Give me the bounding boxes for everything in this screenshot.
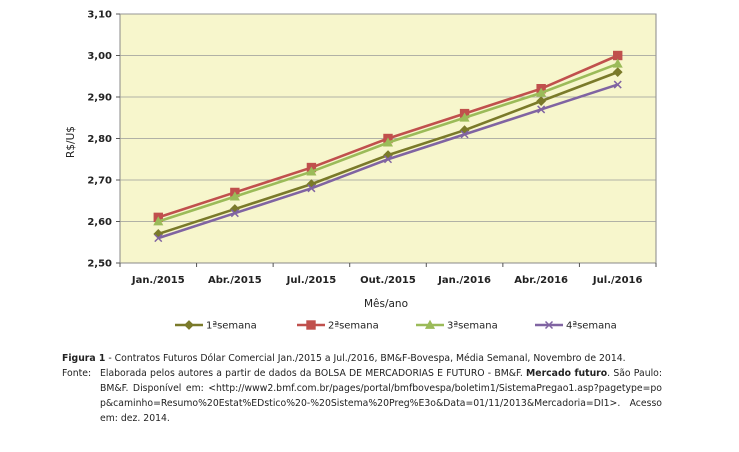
y-tick-label: 3,10	[87, 10, 112, 21]
legend-label: 2ªsemana	[328, 321, 379, 332]
series-3	[153, 58, 623, 226]
data-point	[383, 155, 393, 164]
data-point	[613, 80, 622, 89]
x-axis-label: Mês/ano	[364, 298, 408, 310]
y-tick-label: 2,60	[87, 217, 112, 228]
figure-text: - Contratos Futuros Dólar Comercial Jan.…	[105, 353, 626, 364]
data-point	[536, 87, 547, 97]
x-tick-label: Jul./2016	[592, 275, 643, 286]
source-text-part1: Elaborada pelos autores a partir de dado…	[100, 368, 527, 379]
legend-item: 1ªsemana	[175, 320, 257, 332]
source-bold-title: Mercado futuro	[526, 368, 608, 379]
data-point	[613, 50, 623, 61]
y-tick-label: 2,70	[87, 176, 112, 187]
y-tick-label: 3,00	[87, 51, 112, 62]
data-point	[424, 319, 436, 329]
data-point	[229, 191, 240, 201]
x-axis-ticks: Jan./2015 Abr./2015 Jul./2015 Out./2015 Jan.…	[119, 263, 657, 286]
legend: 1ªsemana 2ªsemana 3ªsemana 4ªsemana	[175, 319, 617, 332]
x-tick-label: Out./2015	[360, 275, 416, 286]
x-tick-label: Abr./2015	[208, 275, 262, 286]
y-tick-label: 2,90	[87, 93, 112, 104]
figure-label: Figura 1	[62, 353, 106, 364]
y-axis-label: R$/U$	[65, 126, 77, 158]
x-tick-label: Jan./2015	[131, 275, 185, 286]
legend-item: 4ªsemana	[535, 321, 617, 332]
y-tick-label: 2,80	[87, 134, 112, 145]
x-tick-label: Jan./2016	[437, 275, 491, 286]
data-point	[184, 320, 194, 330]
data-point	[537, 105, 546, 114]
legend-label: 3ªsemana	[447, 321, 498, 332]
data-point	[612, 67, 623, 78]
data-point	[459, 112, 470, 122]
data-point	[230, 209, 239, 218]
series-group	[153, 50, 623, 243]
source-text-part2: . São Paulo: BM&F. Disponível em: <http:…	[100, 368, 662, 424]
legend-label: 4ªsemana	[566, 321, 617, 332]
figure-caption: Figura 1 - Contratos Futuros Dólar Comer…	[62, 351, 662, 426]
legend-item: 3ªsemana	[416, 319, 498, 332]
y-tick-label: 2,50	[87, 259, 112, 270]
data-point	[306, 320, 316, 330]
data-point	[382, 137, 394, 147]
series-4	[154, 80, 622, 243]
data-point	[154, 234, 163, 243]
source-text: Elaborada pelos autores a partir de dado…	[100, 366, 662, 426]
data-point	[307, 184, 316, 193]
x-tick-label: Jul./2015	[286, 275, 337, 286]
data-point	[153, 216, 164, 226]
data-point	[544, 320, 554, 330]
data-point	[612, 58, 623, 68]
source-label: Fonte:	[62, 368, 92, 379]
legend-label: 1ªsemana	[206, 321, 257, 332]
x-tick-label: Abr./2016	[514, 275, 568, 286]
data-point	[306, 166, 317, 176]
legend-item: 2ªsemana	[297, 320, 379, 332]
data-point	[460, 130, 469, 139]
data-point	[536, 96, 547, 107]
line-chart: 2,50 2,60 2,70 2,80 2,90 3,00 3,10 Jan./2015 Ab…	[65, 10, 657, 332]
y-axis-ticks: 2,50 2,60 2,70 2,80 2,90 3,00 3,10	[87, 10, 120, 270]
